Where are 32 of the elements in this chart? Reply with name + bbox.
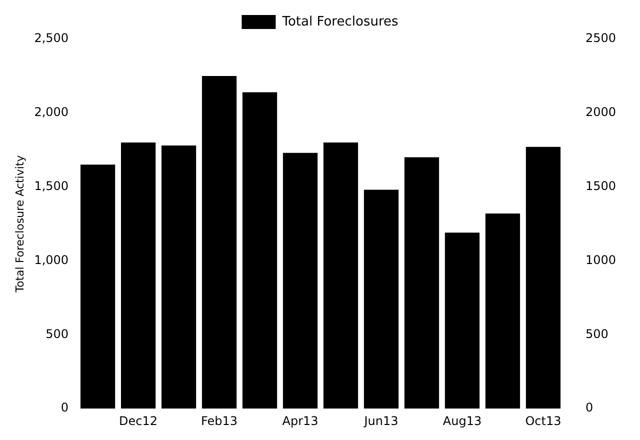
x-tick-label: Oct13 — [525, 414, 562, 428]
bar — [444, 232, 480, 409]
y-tick-label: 500 — [46, 326, 69, 341]
bar — [161, 145, 196, 409]
bar — [323, 142, 358, 409]
y-tick-label: 1,500 — [34, 178, 69, 193]
y2-tick-label: 0 — [585, 400, 594, 415]
y-tick-label: 2,000 — [34, 105, 69, 120]
y-tick-label: 0 — [60, 400, 69, 415]
y2-tick-label: 1000 — [585, 252, 616, 267]
y2-tick-label: 2500 — [585, 31, 616, 46]
x-tick-label: Jun13 — [363, 414, 398, 428]
y2-tick-label: 500 — [585, 326, 608, 341]
x-tick-label: Apr13 — [282, 414, 318, 428]
bar — [526, 146, 561, 409]
bar — [485, 213, 520, 409]
y-tick-label: 2,500 — [34, 31, 69, 46]
y2-tick-label: 2000 — [585, 105, 616, 120]
y-tick-label: 1,000 — [34, 252, 69, 267]
bar — [242, 92, 278, 409]
x-tick-label: Feb13 — [201, 414, 238, 428]
y-axis-title: Total Foreclosure Activity — [13, 154, 26, 294]
bar — [282, 152, 318, 409]
bar — [120, 142, 156, 409]
y2-tick-label: 1500 — [585, 178, 616, 193]
bar — [202, 76, 237, 409]
x-tick-label: Dec12 — [119, 414, 158, 428]
bar — [80, 164, 116, 409]
legend-label: Total Foreclosures — [281, 14, 399, 30]
bar — [364, 190, 399, 409]
x-tick-label: Aug13 — [442, 414, 482, 428]
bar — [404, 157, 440, 409]
